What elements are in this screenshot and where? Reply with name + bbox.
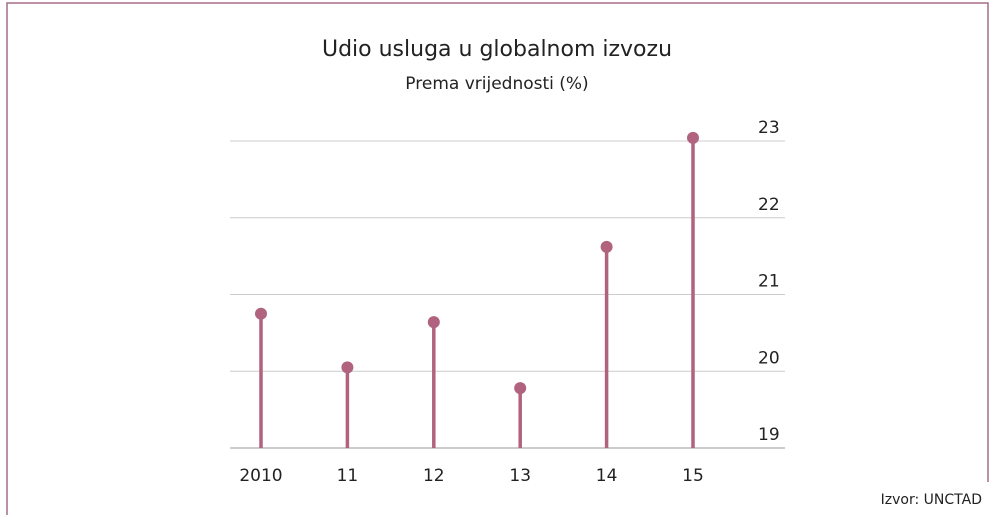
- x-tick-label: 14: [596, 466, 618, 486]
- x-tick-label: 2010: [239, 466, 282, 486]
- dot: [255, 307, 267, 320]
- dot: [600, 240, 613, 253]
- y-tick-label: 19: [758, 425, 780, 445]
- y-tick-label: 21: [758, 272, 780, 292]
- y-tick-label: 20: [758, 348, 780, 368]
- dot: [427, 316, 440, 329]
- y-tick-label: 23: [758, 118, 780, 138]
- x-tick-label: 12: [423, 466, 445, 486]
- x-tick-label: 13: [509, 466, 531, 486]
- source: Izvor: UNCTAD: [881, 492, 982, 508]
- chart-title: Udio usluga u globalnom izvozu: [322, 37, 672, 62]
- chart-subtitle: Prema vrijednosti (%): [405, 74, 588, 94]
- dot: [514, 382, 527, 395]
- y-tick-label: 22: [758, 195, 780, 215]
- x-tick-label: 15: [682, 466, 704, 486]
- dot: [341, 361, 354, 374]
- x-tick-label: 11: [337, 466, 359, 486]
- dot: [687, 131, 699, 144]
- frame: [6, 2, 989, 515]
